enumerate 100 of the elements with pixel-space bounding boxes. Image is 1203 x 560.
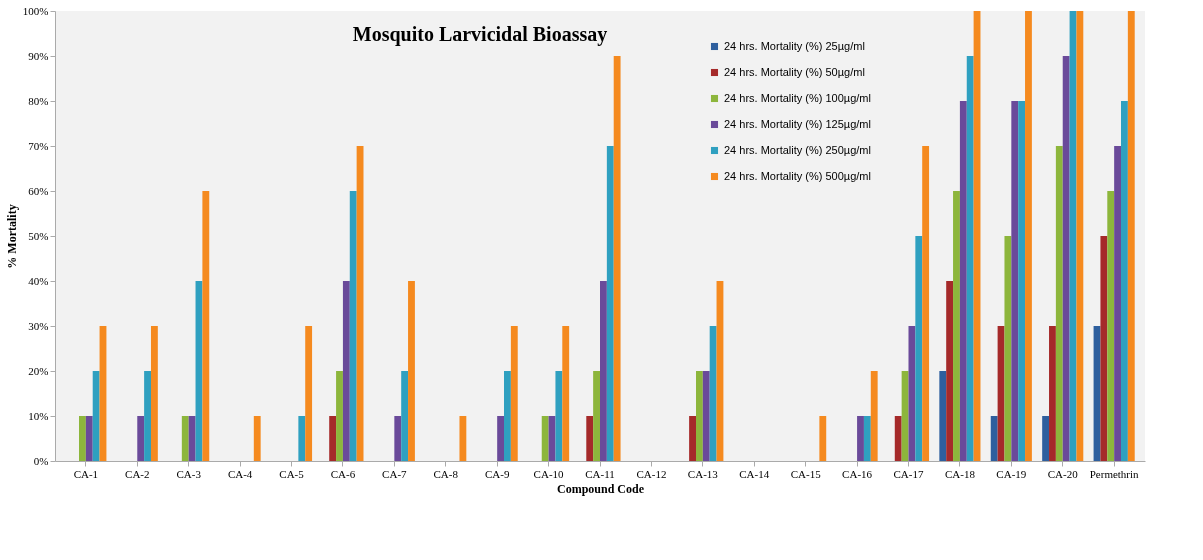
bar — [1114, 146, 1122, 461]
y-tick-label: 20% — [28, 364, 49, 377]
bar — [870, 371, 878, 461]
text: Mosquito Larvicidal Bioassay — [352, 23, 608, 46]
bar — [342, 281, 350, 461]
bar — [953, 191, 960, 461]
bar — [689, 416, 696, 461]
bar — [1011, 101, 1019, 461]
x-tick-label: CA-6 — [330, 467, 356, 480]
bar — [401, 371, 409, 461]
bar — [144, 371, 151, 461]
x-tick-label: CA-2 — [125, 467, 150, 480]
x-tick-label: CA-20 — [1047, 467, 1079, 480]
x-tick-label: CA-15 — [790, 467, 822, 480]
bar — [555, 371, 563, 461]
y-tick-label: 80% — [28, 94, 49, 107]
bar — [349, 191, 357, 461]
bar — [497, 416, 505, 461]
x-tick-label: CA-17 — [893, 467, 924, 480]
bar — [329, 416, 337, 461]
x-tick-label: CA-1 — [73, 467, 99, 480]
y-tick-label: 40% — [28, 274, 49, 287]
bar — [819, 416, 827, 461]
bar — [1018, 101, 1026, 461]
bar — [606, 146, 614, 461]
y-tick-label: 0% — [33, 454, 49, 467]
bar — [541, 416, 549, 461]
bar — [908, 326, 916, 461]
x-tick-label: CA-3 — [176, 467, 202, 480]
legend-label: 24 hrs. Mortality (%) 500µg/ml — [724, 169, 871, 182]
y-tick-label: 60% — [28, 184, 49, 197]
bar — [181, 416, 189, 461]
bar — [305, 326, 313, 461]
x-tick-label: CA-10 — [533, 467, 565, 480]
legend-label: 24 hrs. Mortality (%) 50µg/ml — [724, 65, 865, 78]
x-tick-label: CA-4 — [227, 467, 253, 480]
x-tick-label: CA-19 — [996, 467, 1027, 480]
bar — [459, 416, 467, 461]
legend-label: 24 hrs. Mortality (%) 25µg/ml — [724, 39, 865, 52]
y-tick-label: 10% — [28, 409, 49, 422]
bar — [1127, 11, 1135, 461]
y-tick-label: 90% — [28, 49, 49, 62]
bar — [709, 326, 717, 461]
bar — [894, 416, 902, 461]
bar — [600, 281, 607, 461]
x-tick-label: CA-13 — [687, 467, 719, 480]
x-tick-label: CA-8 — [433, 467, 459, 480]
bar — [702, 371, 710, 461]
bar — [1042, 416, 1050, 461]
bar — [863, 416, 871, 461]
bar — [336, 371, 343, 461]
x-tick-label: Permethrin — [1089, 467, 1140, 480]
bar — [202, 191, 210, 461]
legend-label: 24 hrs. Mortality (%) 125µg/ml — [724, 117, 871, 130]
y-tick-label: 30% — [28, 319, 49, 332]
y-axis-title: % Mortality — [4, 204, 19, 269]
bar — [946, 281, 954, 461]
bar — [695, 371, 703, 461]
x-tick-label: CA-12 — [636, 467, 667, 480]
x-axis-title: Compound Code — [556, 481, 645, 496]
y-tick-label: 100% — [22, 4, 49, 17]
bar — [253, 416, 261, 461]
bar — [857, 416, 864, 461]
x-tick-label: CA-7 — [382, 467, 408, 480]
bar — [78, 416, 86, 461]
x-tick-label: CA-16 — [842, 467, 873, 480]
bar — [593, 371, 600, 461]
x-tick-label: CA-18 — [944, 467, 976, 480]
bar — [408, 281, 415, 461]
bar — [1076, 11, 1084, 461]
bar — [990, 416, 998, 461]
bar — [504, 371, 511, 461]
bar — [586, 416, 594, 461]
bar — [562, 326, 570, 461]
x-tick-label: CA-5 — [279, 467, 305, 480]
bar — [298, 416, 306, 461]
bar — [1121, 101, 1128, 461]
bar — [92, 371, 100, 461]
bar — [1049, 326, 1056, 461]
bar — [1004, 236, 1012, 461]
bar — [613, 56, 621, 461]
bar — [510, 326, 518, 461]
bar — [939, 371, 947, 461]
bar — [150, 326, 158, 461]
y-tick-label: 50% — [28, 229, 49, 242]
bar — [959, 101, 967, 461]
x-tick-label: CA-11 — [585, 467, 615, 480]
bar — [85, 416, 93, 461]
y-tick-label: 70% — [28, 139, 49, 152]
legend-label: 24 hrs. Mortality (%) 250µg/ml — [724, 143, 871, 156]
bar — [915, 236, 923, 461]
x-tick-label: CA-14 — [739, 467, 770, 480]
bar — [1062, 56, 1070, 461]
bar — [188, 416, 196, 461]
x-tick-label: CA-9 — [484, 467, 510, 480]
bar — [137, 416, 145, 461]
legend-label: 24 hrs. Mortality (%) 100µg/ml — [724, 91, 871, 104]
bar — [1107, 191, 1115, 461]
bar — [922, 146, 930, 461]
bar — [1025, 11, 1032, 461]
